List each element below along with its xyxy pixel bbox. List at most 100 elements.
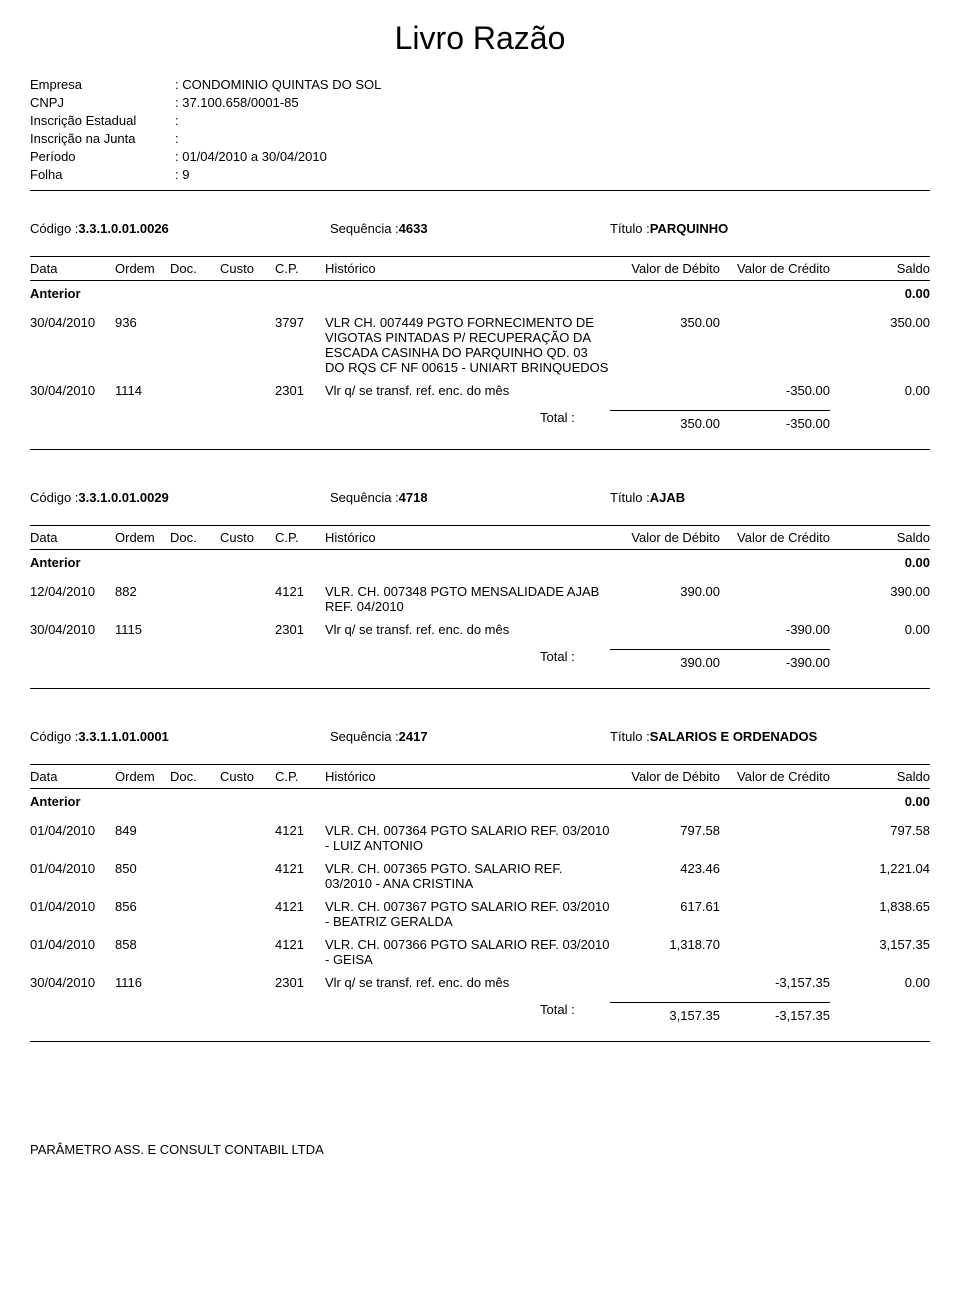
cell-ordem: 849 — [115, 823, 170, 838]
total-credito: -350.00 — [720, 410, 830, 431]
table-header: DataOrdemDoc.CustoC.P.HistóricoValor de … — [30, 764, 930, 789]
cell-credito: -390.00 — [720, 622, 830, 637]
table-row: 01/04/20108494121VLR. CH. 007364 PGTO SA… — [30, 819, 930, 857]
col-header-data: Data — [30, 530, 115, 545]
cell-historico: VLR. CH. 007364 PGTO SALARIO REF. 03/201… — [325, 823, 610, 853]
header-divider — [30, 190, 930, 191]
anterior-row: Anterior 0.00 — [30, 281, 930, 311]
header-row-inscricao-estadual: Inscrição Estadual : — [30, 113, 930, 128]
total-debito: 350.00 — [610, 410, 720, 431]
account-section: Código :3.3.1.0.01.0026Sequência :4633Tí… — [30, 221, 930, 450]
total-label: Total : — [540, 649, 610, 670]
inscricao-estadual-label: Inscrição Estadual — [30, 113, 175, 128]
cell-ordem: 882 — [115, 584, 170, 599]
cell-debito: 390.00 — [610, 584, 720, 599]
account-section: Código :3.3.1.1.01.0001Sequência :2417Tí… — [30, 729, 930, 1042]
cell-ordem: 1116 — [115, 975, 170, 990]
total-row: Total :350.00-350.00 — [30, 402, 930, 439]
account-codigo: Código :3.3.1.0.01.0026 — [30, 221, 330, 236]
folha-value: : 9 — [175, 167, 930, 182]
cell-ordem: 936 — [115, 315, 170, 330]
cell-data: 30/04/2010 — [30, 315, 115, 330]
col-header-saldo: Saldo — [830, 261, 930, 276]
cell-data: 30/04/2010 — [30, 975, 115, 990]
anterior-label: Anterior — [30, 286, 115, 301]
cell-ordem: 850 — [115, 861, 170, 876]
cell-saldo: 0.00 — [830, 622, 930, 637]
cell-historico: VLR. CH. 007366 PGTO SALARIO REF. 03/201… — [325, 937, 610, 967]
account-sequencia: Sequência :4718 — [330, 490, 610, 505]
total-credito: -390.00 — [720, 649, 830, 670]
cell-historico: VLR. CH. 007365 PGTO. SALARIO REF. 03/20… — [325, 861, 610, 891]
col-header-custo: Custo — [220, 261, 275, 276]
cell-ordem: 1114 — [115, 383, 170, 398]
cell-historico: Vlr q/ se transf. ref. enc. do mês — [325, 622, 610, 637]
cell-debito: 423.46 — [610, 861, 720, 876]
cell-cp: 4121 — [275, 899, 325, 914]
anterior-row: Anterior 0.00 — [30, 550, 930, 580]
cell-cp: 2301 — [275, 975, 325, 990]
col-header-ordem: Ordem — [115, 530, 170, 545]
cell-saldo: 797.58 — [830, 823, 930, 838]
col-header-ordem: Ordem — [115, 769, 170, 784]
col-header-cp: C.P. — [275, 530, 325, 545]
col-header-debito: Valor de Débito — [610, 769, 720, 784]
total-credito: -3,157.35 — [720, 1002, 830, 1023]
table-row: 30/04/201011152301Vlr q/ se transf. ref.… — [30, 618, 930, 641]
col-header-credito: Valor de Crédito — [720, 530, 830, 545]
col-header-data: Data — [30, 261, 115, 276]
cell-credito: -350.00 — [720, 383, 830, 398]
col-header-historico: Histórico — [325, 530, 610, 545]
cell-debito: 1,318.70 — [610, 937, 720, 952]
cell-saldo: 0.00 — [830, 383, 930, 398]
anterior-label: Anterior — [30, 555, 115, 570]
cell-data: 12/04/2010 — [30, 584, 115, 599]
cell-data: 30/04/2010 — [30, 383, 115, 398]
section-divider — [30, 1041, 930, 1042]
total-row: Total :390.00-390.00 — [30, 641, 930, 678]
section-divider — [30, 449, 930, 450]
anterior-saldo: 0.00 — [830, 794, 930, 809]
cell-debito: 617.61 — [610, 899, 720, 914]
cell-historico: Vlr q/ se transf. ref. enc. do mês — [325, 975, 610, 990]
col-header-custo: Custo — [220, 769, 275, 784]
account-header: Código :3.3.1.1.01.0001Sequência :2417Tí… — [30, 729, 930, 744]
col-header-saldo: Saldo — [830, 769, 930, 784]
cell-data: 01/04/2010 — [30, 937, 115, 952]
col-header-doc: Doc. — [170, 769, 220, 784]
header-info-block: Empresa : CONDOMINIO QUINTAS DO SOL CNPJ… — [30, 77, 930, 182]
page-title: Livro Razão — [30, 20, 930, 57]
cell-saldo: 350.00 — [830, 315, 930, 330]
col-header-custo: Custo — [220, 530, 275, 545]
cell-debito: 797.58 — [610, 823, 720, 838]
anterior-saldo: 0.00 — [830, 555, 930, 570]
account-header: Código :3.3.1.0.01.0029Sequência :4718Tí… — [30, 490, 930, 505]
account-codigo: Código :3.3.1.0.01.0029 — [30, 490, 330, 505]
header-row-cnpj: CNPJ : 37.100.658/0001-85 — [30, 95, 930, 110]
col-header-historico: Histórico — [325, 769, 610, 784]
account-titulo: Título :PARQUINHO — [610, 221, 930, 236]
col-header-credito: Valor de Crédito — [720, 769, 830, 784]
cell-cp: 4121 — [275, 584, 325, 599]
header-row-inscricao-junta: Inscrição na Junta : — [30, 131, 930, 146]
cnpj-value: : 37.100.658/0001-85 — [175, 95, 930, 110]
periodo-label: Período — [30, 149, 175, 164]
col-header-ordem: Ordem — [115, 261, 170, 276]
table-row: 01/04/20108504121VLR. CH. 007365 PGTO. S… — [30, 857, 930, 895]
account-sequencia: Sequência :4633 — [330, 221, 610, 236]
inscricao-junta-value: : — [175, 131, 930, 146]
col-header-doc: Doc. — [170, 261, 220, 276]
header-row-empresa: Empresa : CONDOMINIO QUINTAS DO SOL — [30, 77, 930, 92]
account-titulo: Título :SALARIOS E ORDENADOS — [610, 729, 930, 744]
account-sequencia: Sequência :2417 — [330, 729, 610, 744]
cnpj-label: CNPJ — [30, 95, 175, 110]
cell-credito: -3,157.35 — [720, 975, 830, 990]
col-header-debito: Valor de Débito — [610, 530, 720, 545]
cell-cp: 2301 — [275, 383, 325, 398]
col-header-debito: Valor de Débito — [610, 261, 720, 276]
col-header-cp: C.P. — [275, 769, 325, 784]
periodo-value: : 01/04/2010 a 30/04/2010 — [175, 149, 930, 164]
cell-ordem: 858 — [115, 937, 170, 952]
anterior-saldo: 0.00 — [830, 286, 930, 301]
table-row: 30/04/20109363797VLR CH. 007449 PGTO FOR… — [30, 311, 930, 379]
